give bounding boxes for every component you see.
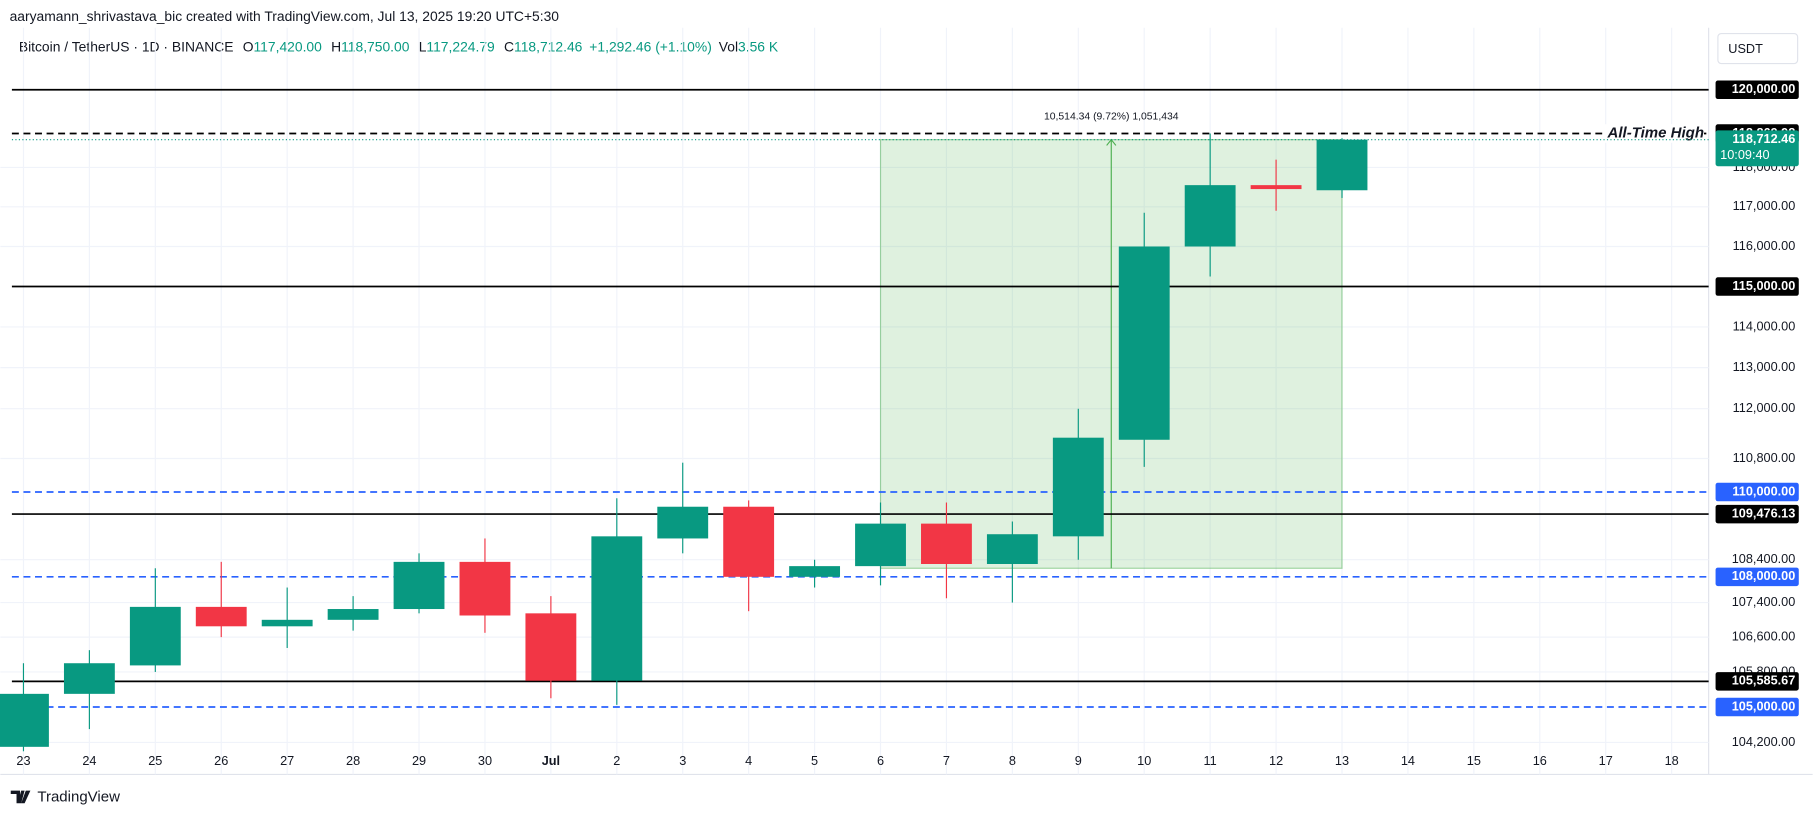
x-tick-label: 13 <box>1335 753 1349 768</box>
ohlc-key: C <box>504 38 514 54</box>
candle-body <box>129 606 181 666</box>
level-tag <box>1715 567 1799 587</box>
symbol: Bitcoin / TetherUS · 1D · BINANCE <box>19 38 234 54</box>
ohlc-key: H <box>331 38 341 54</box>
last-price-label: 118,712.46 <box>1732 131 1795 146</box>
candle-body <box>657 506 709 539</box>
x-tick-label: 14 <box>1401 753 1415 768</box>
volume: 3.56 K <box>738 38 779 54</box>
level-label: 105,585.67 <box>1732 673 1796 688</box>
x-tick-label: 29 <box>412 753 426 768</box>
ohlc-value: 118,750.00 <box>341 38 410 54</box>
y-tick-label: 117,000.00 <box>1733 198 1796 213</box>
x-tick-label: 9 <box>1075 753 1082 768</box>
y-tick-label: 107,400.00 <box>1732 594 1796 609</box>
candle-body <box>1316 139 1368 191</box>
ohlc-key: O <box>243 38 254 54</box>
x-tick-label: 30 <box>478 753 492 768</box>
y-tick-label: 113,000.00 <box>1733 359 1796 374</box>
candle-body <box>393 561 445 610</box>
x-tick-label: Jul <box>542 753 560 768</box>
ohlc-key: L <box>419 38 427 54</box>
candle-body <box>1118 246 1170 440</box>
x-tick-label: 23 <box>16 753 30 768</box>
x-tick-label: 17 <box>1599 753 1613 768</box>
candle-body <box>195 606 247 627</box>
note-bg <box>1602 124 1705 143</box>
logo <box>10 790 31 804</box>
level-tag <box>1715 482 1799 502</box>
y-tick-label: 104,200.00 <box>1732 734 1796 749</box>
y-tick-label: 112,000.00 <box>1733 400 1796 415</box>
candle-body <box>789 566 841 577</box>
level-label: 115,000.00 <box>1732 278 1795 293</box>
level-label: 109,476.13 <box>1732 505 1796 520</box>
x-tick-label: 4 <box>745 753 752 768</box>
level-tag <box>1715 80 1799 100</box>
candle-body <box>1250 185 1302 190</box>
measure-label: 10,514.34 (9.72%) 1,051,434 <box>1044 111 1179 122</box>
brand: TradingView <box>10 788 120 805</box>
x-tick-label: 15 <box>1467 753 1481 768</box>
last-price-tag <box>1715 130 1799 167</box>
x-tick-label: 18 <box>1665 753 1679 768</box>
x-tick-label: 5 <box>811 753 818 768</box>
change: +1,292.46 (+1.10%) <box>589 38 712 54</box>
x-tick-label: 7 <box>943 753 950 768</box>
x-tick-label: 26 <box>214 753 228 768</box>
x-tick-label: 12 <box>1269 753 1283 768</box>
x-tick-label: 16 <box>1533 753 1547 768</box>
x-tick-label: 11 <box>1204 753 1217 768</box>
candle-body <box>591 536 643 681</box>
level-tag <box>1715 697 1799 717</box>
x-tick-label: 6 <box>877 753 884 768</box>
candle-body <box>855 523 906 567</box>
legend: Bitcoin / TetherUS · 1D · BINANCE O117,42… <box>19 38 779 54</box>
level-tag <box>1715 672 1799 691</box>
x-tick-label: 2 <box>613 753 620 768</box>
countdown: 10:09:40 <box>1720 147 1769 162</box>
x-tick-label: 10 <box>1137 753 1151 768</box>
level-tag <box>1715 504 1799 524</box>
level-label: 120,000.00 <box>1732 81 1796 96</box>
y-tick-label: 106,600.00 <box>1732 628 1796 643</box>
y-tick-label: 114,000.00 <box>1733 318 1796 333</box>
x-tick-label: 8 <box>1009 753 1016 768</box>
candle-body <box>63 663 115 694</box>
candle-body <box>327 609 379 620</box>
candle-body <box>723 506 775 577</box>
candle-body <box>525 613 577 681</box>
volume-key: Vol <box>719 38 738 54</box>
currency[interactable]: USDT <box>1728 41 1763 56</box>
x-tick-label: 27 <box>280 753 294 768</box>
level-tag <box>1715 277 1799 296</box>
ohlc-value: 118,712.46 <box>514 38 583 54</box>
candle-body <box>1184 185 1236 247</box>
candle-body <box>921 523 972 564</box>
candle-body <box>261 619 313 627</box>
ohlc-value: 117,224.79 <box>426 38 495 54</box>
y-tick-label: 108,400.00 <box>1732 551 1796 566</box>
brand-name: TradingView <box>37 788 120 805</box>
candle-body <box>0 693 49 747</box>
x-tick-label: 24 <box>82 753 96 768</box>
x-tick-label: 28 <box>346 753 360 768</box>
level-label: 108,000.00 <box>1732 568 1796 583</box>
currency-box[interactable] <box>1717 32 1799 65</box>
level-note: All-Time High <box>1607 124 1705 141</box>
level-label: 105,000.00 <box>1732 698 1796 713</box>
candle-body <box>459 561 511 616</box>
y-tick-label: 116,000.00 <box>1733 238 1796 253</box>
candle-body <box>986 534 1038 564</box>
x-tick-label: 25 <box>148 753 162 768</box>
y-tick-label: 110,800.00 <box>1733 450 1796 465</box>
level-label: 110,000.00 <box>1732 483 1795 498</box>
candle-body <box>1052 437 1104 537</box>
ohlc-value: 117,420.00 <box>254 38 323 54</box>
credit: aaryamann_shrivastava_bic created with T… <box>10 8 560 24</box>
x-tick-label: 3 <box>679 753 686 768</box>
